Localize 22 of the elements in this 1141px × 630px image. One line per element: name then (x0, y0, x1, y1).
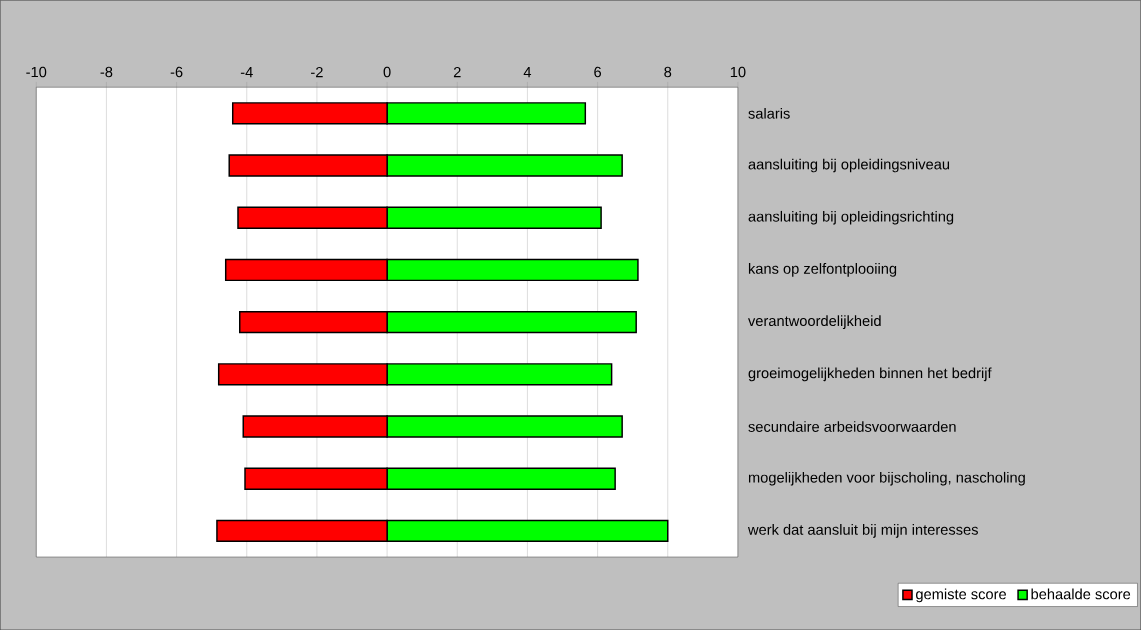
y-tick-label: verantwoordelijkheid (748, 315, 881, 329)
x-tick-label: 4 (523, 67, 532, 78)
x-tick-label: 2 (453, 66, 461, 78)
x-tick-label: -6 (170, 66, 183, 78)
x-tick-label: -8 (100, 66, 113, 78)
x-tick-label: 10 (730, 66, 746, 78)
x-tick-label: -4 (240, 67, 253, 78)
x-tick-label: -10 (26, 66, 47, 78)
x-tick-label: 6 (594, 66, 602, 78)
y-tick-label: aansluiting bij opleidingsniveau (748, 158, 950, 173)
x-tick-label: -2 (311, 66, 323, 78)
y-tick-label: werk dat aansluit bij mijn interesses (747, 523, 978, 538)
legend-label: behaalde score (1031, 588, 1131, 600)
y-tick-label: mogelijkheden voor bijscholing, nascholing (748, 471, 1025, 486)
y-tick-label: kans op zelfontplooiing (748, 262, 897, 277)
y-tick-label: aansluiting bij opleidingsrichting (748, 210, 954, 225)
x-tick-label: 8 (664, 66, 672, 78)
x-tick-label: 0 (383, 66, 391, 78)
y-tick-label: secundaire arbeidsvoorwaarden (748, 421, 956, 432)
y-tick-label: salaris (748, 107, 790, 119)
y-tick-label: groeimogelijkheden binnen het bedrijf (748, 367, 992, 382)
legend-label: gemiste score (916, 588, 1006, 603)
